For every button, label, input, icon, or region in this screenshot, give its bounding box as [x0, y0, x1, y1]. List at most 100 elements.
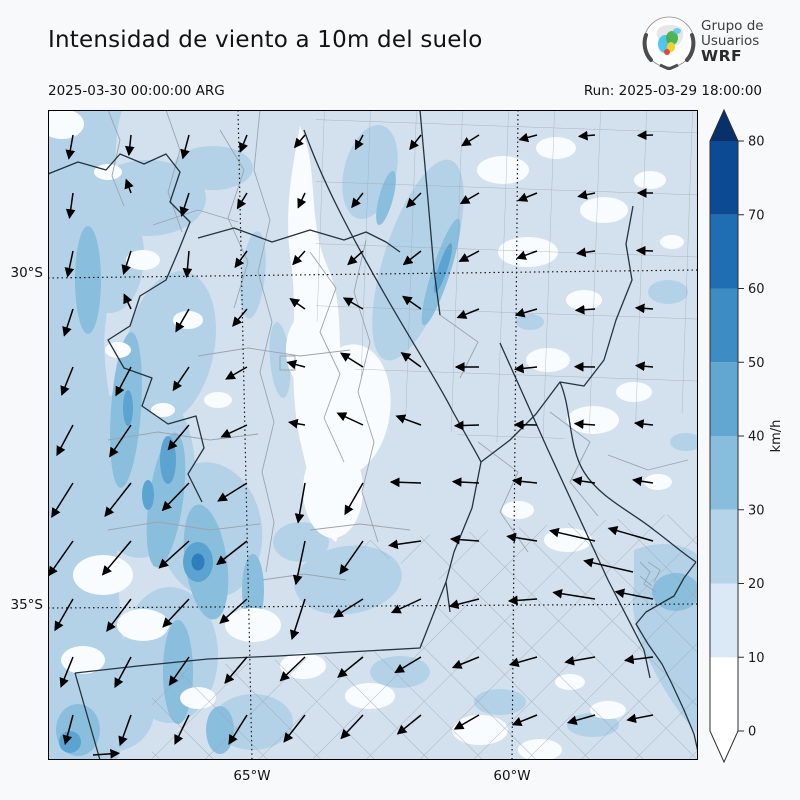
wind-arrow: [65, 192, 76, 220]
wind-arrow: [575, 247, 596, 258]
wind-arrow: [396, 714, 422, 735]
wind-arrow: [161, 482, 190, 512]
wind-arrow: [290, 598, 306, 641]
wind-arrow: [574, 304, 596, 315]
wind-arrow: [390, 598, 422, 614]
wind-arrow: [577, 189, 596, 200]
gridline-lon: [511, 110, 519, 760]
wind-arrow: [48, 540, 74, 577]
wind-arrow: [511, 476, 538, 487]
wind-arrow: [409, 134, 422, 151]
wind-arrow: [506, 532, 538, 543]
wind-arrow: [294, 482, 306, 524]
colorbar-tick-label: 70: [748, 208, 765, 223]
wrf-logo-icon: [642, 16, 696, 70]
wind-arrow: [508, 656, 538, 668]
colorbar-segment: [710, 657, 738, 731]
shade-50-60: [191, 553, 205, 571]
gridline-lat: [48, 269, 698, 279]
wind-arrow: [566, 714, 596, 726]
wind-arrow: [224, 656, 248, 684]
wind-arrow: [336, 412, 364, 426]
wind-arrow: [92, 748, 121, 759]
wind-arrow: [573, 419, 596, 430]
logo-line-3: WRF: [701, 47, 743, 65]
departments-northeast: [316, 110, 698, 442]
colorbar-segment: [710, 436, 738, 510]
wind-arrow: [101, 540, 132, 576]
wind-arrow: [64, 250, 75, 278]
wind-arrow: [517, 192, 538, 202]
wind-arrow: [167, 424, 190, 451]
wind-arrow: [339, 540, 364, 575]
wind-arrow: [514, 308, 538, 318]
wind-arrow: [287, 418, 306, 429]
wind-arrow: [283, 714, 306, 743]
wind-arrow: [220, 424, 248, 438]
wind-arrow: [124, 178, 134, 194]
wind-arrow: [104, 482, 132, 518]
wind-arrow: [607, 525, 654, 542]
wind-arrow: [347, 250, 364, 266]
wind-arrow: [583, 557, 634, 573]
wind-arrow: [297, 192, 307, 209]
wind-arrow: [451, 656, 480, 669]
wind-arrow: [59, 656, 74, 688]
colorbar-under-arrow: [710, 731, 738, 762]
logo-line-2: Usuarios: [701, 33, 760, 49]
colorbar-tick-label: 30: [748, 503, 765, 518]
wind-arrow: [339, 352, 364, 368]
wind-arrow: [453, 714, 480, 730]
wind-arrow: [236, 192, 248, 210]
wind-arrow: [51, 482, 74, 518]
wind-arrow: [65, 134, 76, 160]
wind-arrow: [118, 714, 132, 747]
colorbar-tick-label: 10: [748, 651, 765, 666]
wind-arrow: [623, 654, 654, 665]
wind-arrow: [217, 482, 248, 502]
wind-arrow: [614, 588, 654, 600]
wind-arrow: [158, 540, 190, 569]
wind-arrow: [633, 419, 654, 429]
wind-arrow: [634, 303, 654, 314]
wind-arrow: [109, 424, 132, 458]
wind-arrow: [180, 134, 190, 160]
wind-arrow: [174, 714, 190, 745]
wind-arrow: [626, 713, 654, 724]
wind-arrow: [219, 598, 248, 624]
gridline-lon: [237, 110, 253, 760]
wind-arrow: [340, 714, 364, 740]
lon-label-65w: 65°W: [233, 768, 271, 784]
wind-arrow: [344, 482, 364, 516]
wind-arrow: [402, 250, 422, 266]
colorbar-over-arrow: [710, 110, 738, 141]
wind-arrow: [458, 250, 480, 262]
wind-arrow: [293, 134, 306, 149]
wind-arrow: [460, 134, 480, 147]
logo-text: Grupo de Usuarios WRF: [701, 19, 764, 64]
wind-arrow: [292, 250, 306, 266]
colorbar-tick-label: 50: [748, 356, 765, 371]
wind-arrow: [513, 363, 538, 374]
wind-arrow: [342, 297, 364, 310]
colorbar-segment: [710, 509, 738, 584]
wind-arrow: [124, 134, 135, 157]
wind-arrow: [406, 192, 422, 208]
wind-arrow: [168, 656, 190, 686]
graticule: [48, 110, 698, 760]
colorbar-segment: [710, 141, 738, 215]
wind-arrow: [228, 714, 248, 745]
lon-label-60w: 60°W: [493, 768, 531, 784]
logo-line-1: Grupo de: [701, 18, 764, 34]
colorbar-tick-label: 20: [748, 577, 765, 592]
map-border: [48, 110, 698, 760]
wind-arrow: [631, 476, 654, 487]
wind-arrow: [234, 250, 248, 269]
colorbar-segment: [710, 362, 738, 436]
page-title: Intensidad de viento a 10m del suelo: [48, 27, 483, 53]
gridline-lat: [48, 603, 698, 609]
colorbar-tick-label: 80: [748, 135, 765, 150]
wind-arrow: [115, 366, 132, 397]
wind-arrow: [289, 298, 306, 310]
wind-arrow: [453, 420, 480, 431]
